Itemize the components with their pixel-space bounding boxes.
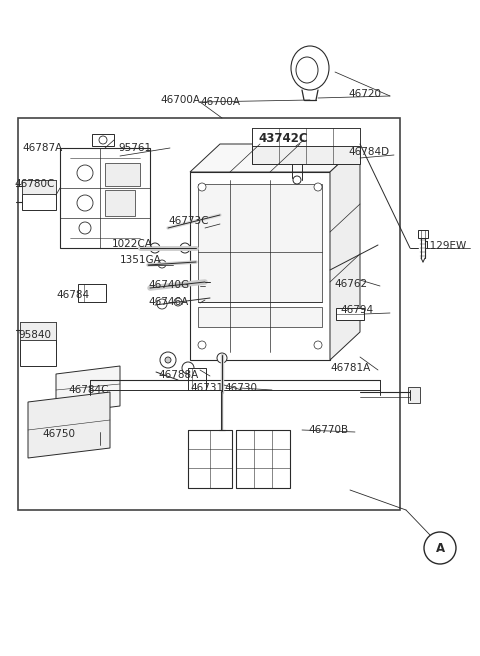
Text: 46784C: 46784C — [68, 385, 108, 395]
Circle shape — [174, 298, 182, 306]
Bar — [336, 308, 364, 320]
Text: 46787A: 46787A — [22, 143, 62, 153]
Text: 46750: 46750 — [42, 429, 75, 439]
Text: 46780C: 46780C — [14, 179, 54, 189]
Circle shape — [182, 362, 194, 374]
Text: 46773C: 46773C — [168, 216, 208, 226]
Bar — [22, 180, 56, 210]
Circle shape — [180, 243, 190, 253]
Bar — [92, 134, 114, 146]
Bar — [198, 307, 322, 327]
Bar — [20, 322, 56, 366]
Ellipse shape — [291, 46, 329, 90]
Text: 46794: 46794 — [340, 305, 373, 315]
Text: 1129EW: 1129EW — [424, 241, 467, 251]
Text: 46700A: 46700A — [200, 97, 240, 107]
Polygon shape — [28, 392, 110, 458]
Text: 46720: 46720 — [348, 89, 381, 99]
Bar — [18, 118, 400, 510]
Text: 46781A: 46781A — [330, 363, 370, 373]
Text: 95840: 95840 — [18, 330, 51, 340]
Text: 46730: 46730 — [224, 383, 257, 393]
Circle shape — [157, 299, 167, 309]
Bar — [252, 128, 360, 164]
Text: 46788A: 46788A — [158, 370, 198, 380]
Bar — [198, 184, 322, 302]
Polygon shape — [105, 190, 135, 216]
Circle shape — [77, 195, 93, 211]
Circle shape — [198, 341, 206, 349]
Text: 46731: 46731 — [190, 383, 223, 393]
Circle shape — [424, 532, 456, 564]
Bar — [78, 284, 106, 302]
Circle shape — [198, 183, 206, 191]
Circle shape — [293, 176, 301, 184]
Bar — [252, 128, 360, 146]
Polygon shape — [330, 144, 360, 360]
Circle shape — [150, 243, 160, 253]
Circle shape — [314, 183, 322, 191]
Text: 95761: 95761 — [118, 143, 151, 153]
Text: 46770B: 46770B — [308, 425, 348, 435]
Text: 1022CA: 1022CA — [112, 239, 153, 249]
Circle shape — [77, 165, 93, 181]
Text: 46700A: 46700A — [160, 95, 200, 105]
Text: 46762: 46762 — [334, 279, 367, 289]
Bar — [188, 368, 206, 390]
Circle shape — [79, 222, 91, 234]
Circle shape — [99, 136, 107, 144]
Bar — [20, 322, 56, 340]
Bar — [60, 148, 150, 248]
Circle shape — [217, 353, 227, 363]
Text: A: A — [435, 541, 444, 554]
Text: 46784D: 46784D — [348, 147, 389, 157]
Circle shape — [160, 352, 176, 368]
Bar — [188, 430, 232, 488]
Bar — [408, 387, 420, 403]
Text: 46746A: 46746A — [148, 297, 188, 307]
Polygon shape — [56, 366, 120, 414]
Circle shape — [158, 260, 166, 268]
Bar — [236, 430, 290, 488]
Bar — [190, 172, 330, 360]
Text: 43742C: 43742C — [258, 131, 308, 144]
Bar — [22, 180, 56, 194]
Bar — [418, 230, 428, 238]
Polygon shape — [190, 144, 360, 172]
Polygon shape — [105, 163, 140, 186]
Text: 1351GA: 1351GA — [120, 255, 162, 265]
Circle shape — [314, 341, 322, 349]
Circle shape — [165, 357, 171, 363]
Text: 46784: 46784 — [56, 290, 89, 300]
Text: 46740G: 46740G — [148, 280, 189, 290]
